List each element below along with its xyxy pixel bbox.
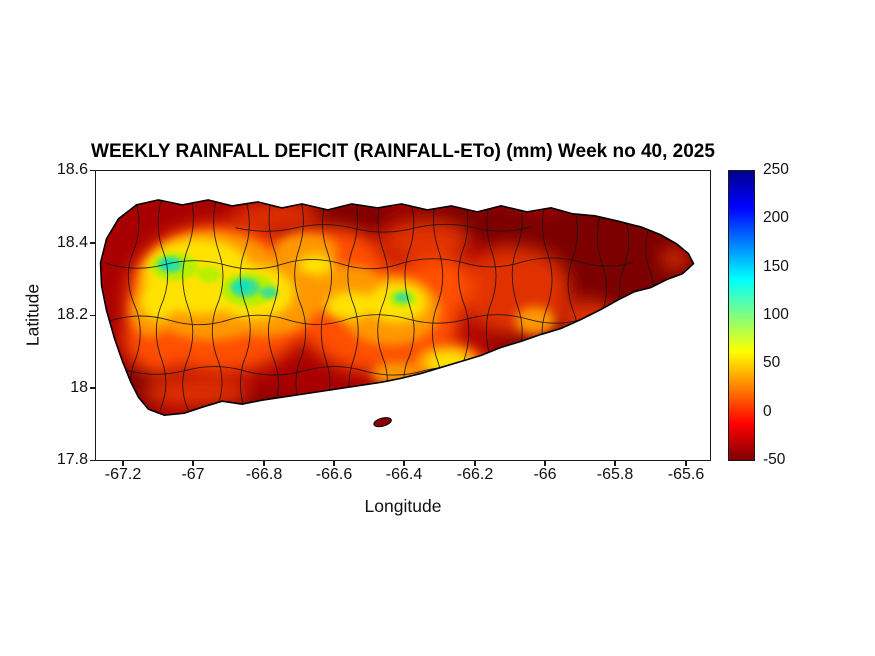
x-tick-mark	[474, 461, 476, 466]
x-tick-mark	[333, 461, 335, 466]
x-tick-mark	[122, 461, 124, 466]
x-tick-label: -66.6	[315, 466, 353, 483]
x-tick-label: -66	[533, 466, 557, 483]
x-tick-label: -66.8	[245, 466, 283, 483]
x-tick-mark	[403, 461, 405, 466]
colorbar-tick-label: 150	[763, 258, 789, 275]
y-tick-mark	[90, 387, 95, 389]
y-tick-mark	[90, 242, 95, 244]
colorbar-tick-label: 0	[763, 403, 772, 420]
x-tick-label: -65.8	[596, 466, 634, 483]
x-tick-mark	[544, 461, 546, 466]
x-tick-label: -66.2	[456, 466, 494, 483]
plot-area	[95, 170, 711, 461]
y-tick-label: 18.2	[56, 306, 88, 323]
colorbar-tick-label: -50	[763, 451, 786, 468]
x-tick-mark	[614, 461, 616, 466]
x-tick-label: -67	[181, 466, 205, 483]
y-tick-mark	[90, 314, 95, 316]
x-tick-mark	[263, 461, 265, 466]
y-tick-label: 18.6	[56, 161, 88, 178]
x-tick-label: -66.4	[385, 466, 423, 483]
y-tick-label: 17.8	[56, 451, 88, 468]
colorbar-tick-label: 250	[763, 161, 789, 178]
colorbar-tick-label: 50	[763, 354, 781, 371]
x-axis-label: Longitude	[364, 496, 442, 516]
y-tick-mark	[90, 169, 95, 171]
x-tick-label: -65.6	[667, 466, 705, 483]
x-tick-label: -67.2	[104, 466, 142, 483]
y-tick-label: 18.4	[56, 234, 88, 251]
colorbar-tick-label: 100	[763, 306, 789, 323]
colorbar-tick-label: 200	[763, 209, 789, 226]
colorbar-gradient	[728, 170, 755, 461]
y-tick-mark	[90, 459, 95, 461]
contour-fill-layers	[100, 199, 694, 416]
x-tick-mark	[685, 461, 687, 466]
y-tick-label: 18	[70, 379, 88, 396]
offshore-island	[373, 417, 392, 428]
x-tick-mark	[192, 461, 194, 466]
chart-title: WEEKLY RAINFALL DEFICIT (RAINFALL-ETo) (…	[91, 141, 715, 162]
puerto-rico-map	[99, 199, 695, 428]
